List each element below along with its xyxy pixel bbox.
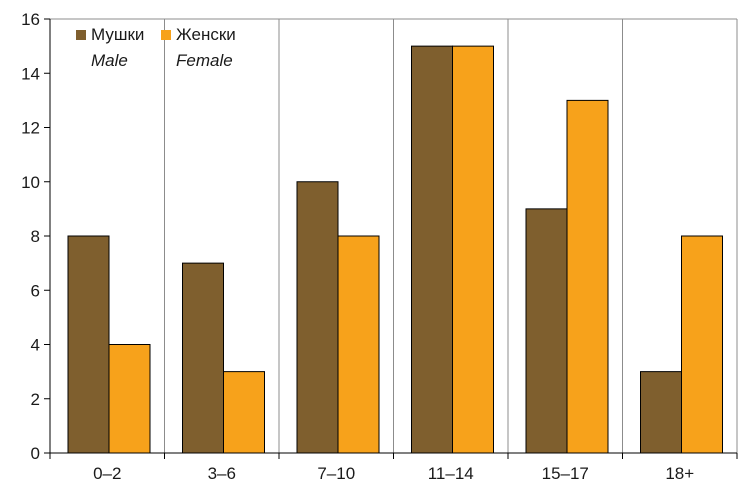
y-axis-ticks: 0 2 4 6 8 10 12 14 16 [21, 10, 50, 463]
legend: Мушки Male Женски Female [76, 25, 236, 70]
bar-female-3 [452, 45, 494, 454]
legend-label-female: Женски [176, 25, 236, 44]
y-tick-label-2: 4 [31, 336, 40, 355]
bar-male-5 [640, 371, 682, 454]
bar-male-2 [296, 181, 339, 454]
y-tick-label-5: 10 [21, 173, 40, 192]
y-tick-label-1: 2 [31, 390, 40, 409]
grid-lines [50, 18, 738, 453]
bar-male-4 [525, 208, 568, 454]
y-tick-label-4: 8 [31, 227, 40, 246]
bar-male-1 [182, 262, 224, 454]
bar-female-2 [337, 235, 380, 454]
x-tick-label-0: 0–2 [93, 464, 121, 483]
legend-swatch-male [76, 30, 86, 40]
y-tick-label-7: 14 [21, 64, 40, 83]
legend-sublabel-male: Male [91, 51, 128, 70]
bar-male-3 [411, 45, 453, 454]
bars [67, 45, 723, 454]
bar-female-4 [566, 99, 609, 454]
x-tick-label-3: 11–14 [428, 464, 474, 483]
x-tick-label-1: 3–6 [208, 464, 236, 483]
x-axis-ticks: 0–2 3–6 7–10 11–14 15–17 18+ [49, 453, 738, 483]
bar-male-0 [67, 235, 110, 454]
y-tick-label-3: 6 [31, 281, 40, 300]
bar-female-0 [108, 344, 151, 454]
x-tick-label-4: 15–17 [542, 464, 589, 483]
x-tick-label-2: 7–10 [317, 464, 355, 483]
bar-female-1 [223, 371, 265, 454]
bar-female-5 [681, 235, 723, 454]
legend-sublabel-female: Female [176, 51, 233, 70]
legend-label-male: Мушки [91, 25, 144, 44]
y-tick-label-8: 16 [21, 10, 40, 29]
y-tick-label-6: 12 [21, 119, 40, 138]
legend-swatch-female [161, 30, 171, 40]
x-tick-label-5: 18+ [665, 464, 694, 483]
y-tick-label-0: 0 [31, 444, 40, 463]
